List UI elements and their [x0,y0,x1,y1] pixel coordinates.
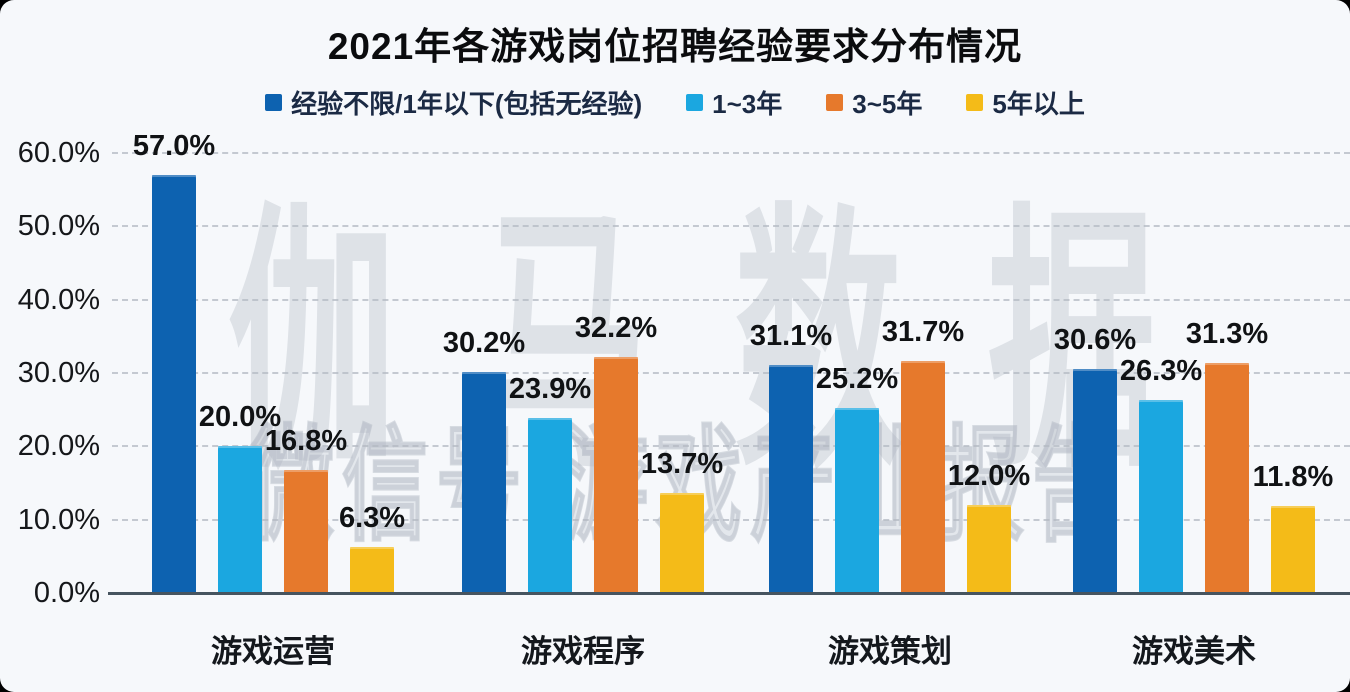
legend-swatch-icon [966,94,984,111]
legend-item-2: 3~5年 [826,84,922,121]
y-gridline [112,152,1350,154]
y-gridline [112,445,1350,448]
legend: 经验不限/1年以下(包括无经验) 1~3年 3~5年 5年以上 [0,84,1350,121]
value-label: 57.0% [132,130,216,162]
y-axis-tick-label: 50.0% [17,210,100,243]
bar-游戏策划-s2 [901,360,945,593]
value-label: 12.0% [947,460,1031,492]
legend-label: 5年以上 [992,89,1085,119]
x-axis-label: 游戏策划 [828,634,952,669]
bar-游戏策划-s3 [967,505,1011,593]
bar-游戏策划-s0 [769,364,813,593]
y-axis-tick-label: 40.0% [17,283,100,316]
legend-swatch-icon [686,94,704,111]
value-label: 16.8% [264,424,348,457]
y-gridline [112,372,1350,374]
bar-游戏运营-s1 [218,446,262,593]
value-label: 13.7% [640,447,724,480]
legend-label: 经验不限/1年以下(包括无经验) [291,89,643,119]
value-label: 6.3% [338,501,406,534]
bar-游戏策划-s1 [835,408,879,593]
bar-游戏程序-s2 [594,356,638,593]
bar-游戏美术-s3 [1271,506,1315,593]
y-gridline [112,518,1350,521]
value-label: 32.2% [574,311,658,344]
x-axis-label: 游戏美术 [1132,634,1256,669]
legend-item-1: 1~3年 [686,84,782,121]
value-label: 31.1% [749,319,833,352]
bar-游戏美术-s1 [1139,400,1183,593]
y-gridline [112,298,1350,301]
value-label: 25.2% [815,363,899,396]
bar-游戏程序-s3 [660,492,704,593]
x-axis-label: 游戏程序 [521,634,645,669]
y-axis-tick-label: 60.0% [17,137,100,169]
bar-游戏运营-s0 [152,175,196,593]
y-axis-tick-label: 20.0% [17,430,100,463]
y-gridline [112,225,1350,228]
legend-swatch-icon [265,94,283,111]
value-label: 31.7% [881,315,965,348]
y-axis-tick-label: 30.0% [17,357,100,389]
bar-游戏运营-s3 [350,546,394,593]
y-axis-tick-label: 0.0% [33,577,100,609]
legend-item-0: 经验不限/1年以下(包括无经验) [265,84,642,121]
value-label: 30.2% [442,326,526,359]
legend-label: 3~5年 [852,89,923,119]
bar-游戏程序-s0 [462,371,506,593]
y-axis-tick-label: 10.0% [17,503,100,536]
x-axis-label: 游戏运营 [211,634,335,669]
x-axis-line [108,592,1350,595]
chart-title: 2021年各游戏岗位招聘经验要求分布情况 [327,26,1023,67]
value-label: 26.3% [1119,355,1203,388]
bar-游戏程序-s1 [528,417,572,593]
value-label: 30.6% [1053,323,1137,356]
bar-游戏运营-s2 [284,469,328,593]
legend-label: 1~3年 [712,89,783,119]
bar-游戏美术-s2 [1205,363,1249,593]
legend-item-3: 5年以上 [966,84,1085,121]
value-label: 11.8% [1252,461,1334,494]
legend-swatch-icon [826,94,844,111]
bar-游戏美术-s0 [1073,368,1117,593]
value-label: 20.0% [198,401,282,434]
value-label: 31.3% [1185,318,1269,351]
value-label: 23.9% [508,372,592,405]
